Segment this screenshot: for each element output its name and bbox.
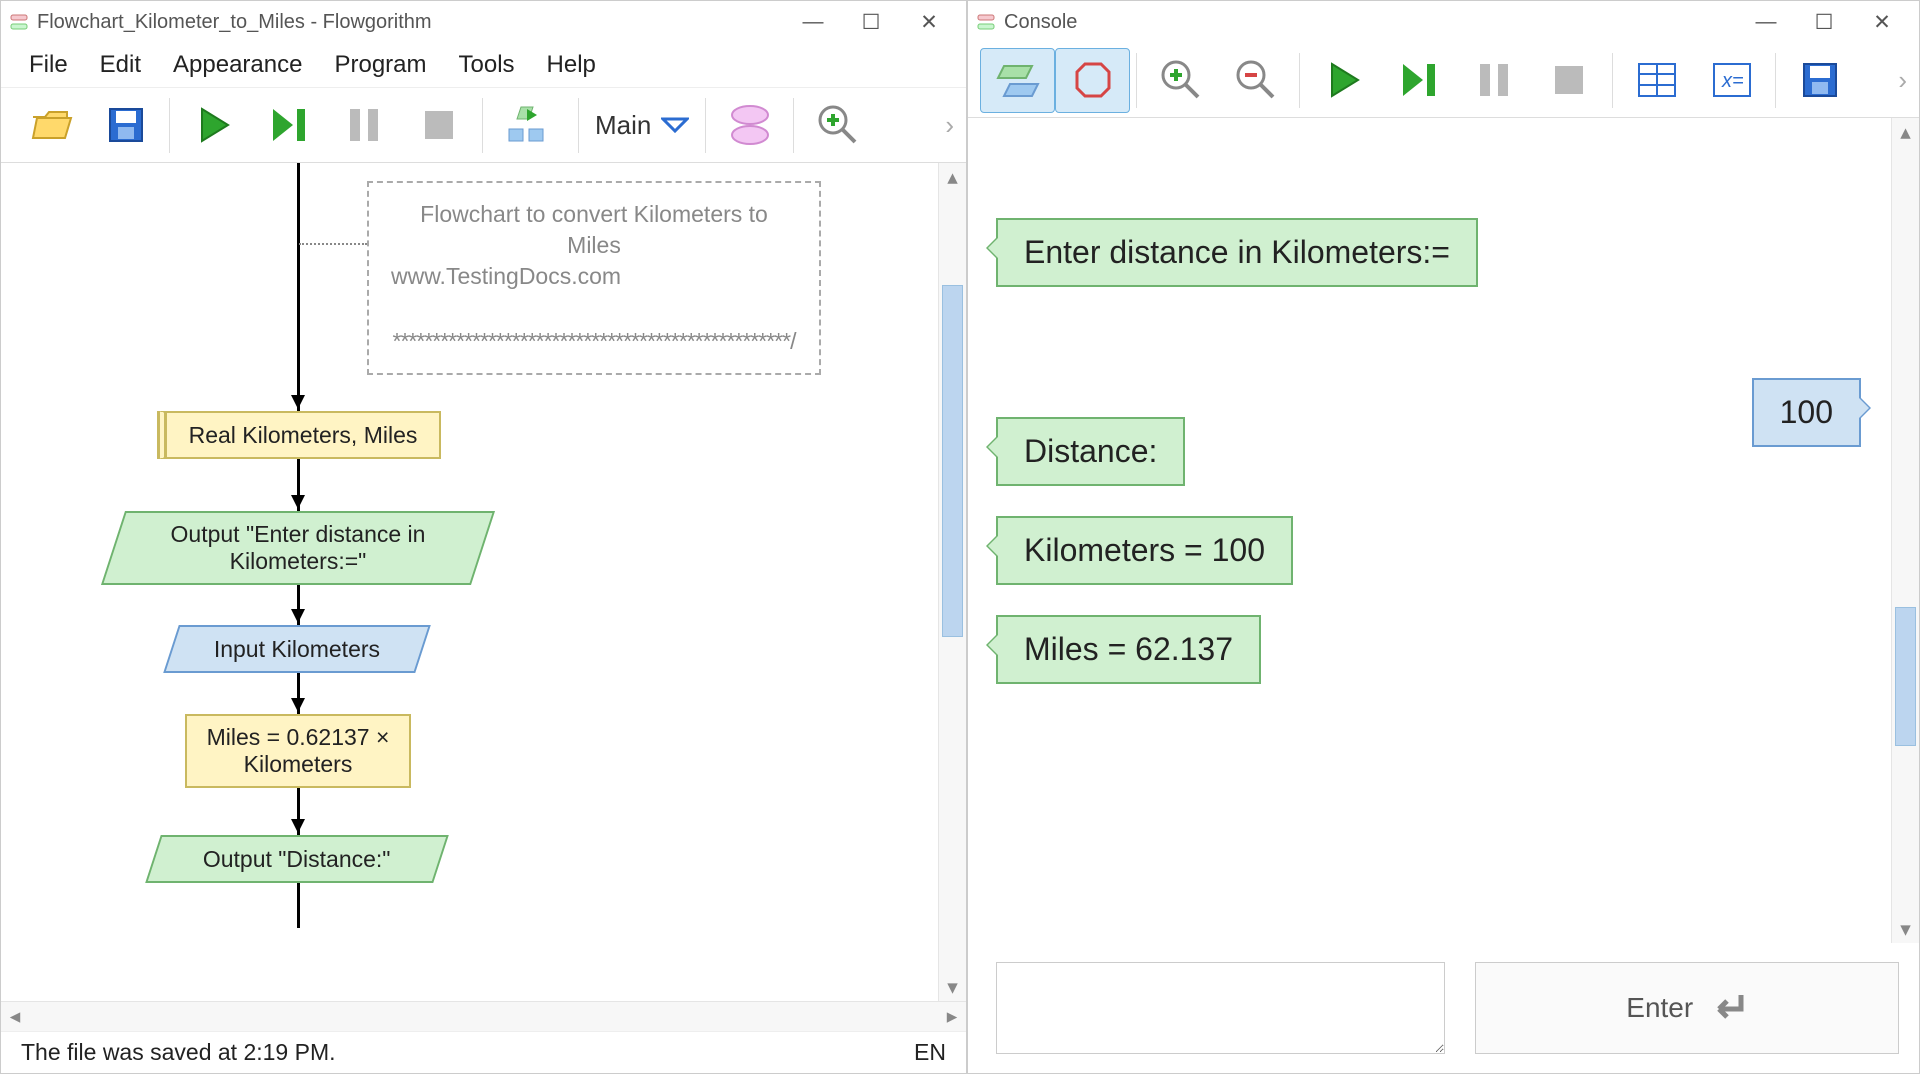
step-button[interactable]: [251, 93, 326, 158]
pause-button[interactable]: [326, 93, 401, 158]
watch-button[interactable]: x=: [1694, 48, 1769, 113]
save-output-button[interactable]: [1782, 48, 1857, 113]
stop-octagon-button[interactable]: [1055, 48, 1130, 113]
comment-line-2: www.TestingDocs.com: [391, 261, 797, 292]
open-button[interactable]: [13, 93, 88, 158]
flowgorithm-window: Flowchart_Kilometer_to_Miles - Flowgorit…: [0, 0, 967, 1074]
enter-button[interactable]: Enter: [1475, 962, 1900, 1054]
zoom-in-button[interactable]: [800, 93, 875, 158]
stop-button[interactable]: [1531, 48, 1606, 113]
menu-program[interactable]: Program: [318, 43, 442, 87]
stop-button[interactable]: [401, 93, 476, 158]
scroll-thumb[interactable]: [1895, 607, 1916, 745]
enter-icon: [1707, 991, 1747, 1025]
step-button[interactable]: [1381, 48, 1456, 113]
menu-tools[interactable]: Tools: [443, 43, 531, 87]
comment-line-3: ****************************************…: [391, 326, 797, 357]
window-title-right: Console: [1004, 11, 1737, 34]
svg-text:x=: x=: [1721, 70, 1744, 92]
flowchart-canvas-area: Flowchart to convert Kilometers to Miles…: [1, 163, 966, 1001]
arrowhead-icon: [291, 395, 305, 409]
console-input[interactable]: [996, 962, 1445, 1054]
console-output[interactable]: Enter distance in Kilometers:= 100 Dista…: [968, 118, 1891, 943]
console-window: Console — ☐ ✕ x= › Enter distance in Kil…: [967, 0, 1920, 1074]
scroll-right-icon[interactable]: ▸: [938, 1004, 966, 1029]
function-name: Main: [595, 110, 651, 141]
app-icon: [976, 12, 996, 32]
variables-button[interactable]: [1619, 48, 1694, 113]
console-body: Enter distance in Kilometers:= 100 Dista…: [968, 118, 1919, 943]
app-icon: [9, 12, 29, 32]
console-out-1: Enter distance in Kilometers:=: [996, 218, 1478, 287]
layout-button[interactable]: [489, 93, 564, 158]
status-text: The file was saved at 2:19 PM.: [21, 1039, 336, 1066]
titlebar-right: Console — ☐ ✕: [968, 1, 1919, 43]
menubar: File Edit Appearance Program Tools Help: [1, 43, 966, 88]
scroll-up-icon[interactable]: ▴: [947, 163, 958, 191]
arrowhead-icon: [291, 698, 305, 712]
chevron-down-icon: [661, 117, 689, 133]
toolbar-right: x= ›: [968, 43, 1919, 118]
arrowhead-icon: [291, 495, 305, 509]
menu-appearance[interactable]: Appearance: [157, 43, 318, 87]
scroll-down-icon[interactable]: ▾: [1900, 915, 1911, 943]
horizontal-scrollbar-left[interactable]: ◂ ▸: [1, 1001, 966, 1031]
statusbar: The file was saved at 2:19 PM. EN: [1, 1031, 966, 1073]
arrowhead-icon: [291, 609, 305, 623]
menu-help[interactable]: Help: [531, 43, 612, 87]
console-input-row: Enter: [968, 943, 1919, 1073]
save-button[interactable]: [88, 93, 163, 158]
titlebar-left: Flowchart_Kilometer_to_Miles - Flowgorit…: [1, 1, 966, 43]
output-node-2[interactable]: Output "Distance:": [145, 835, 449, 883]
close-button[interactable]: ✕: [900, 1, 958, 43]
scroll-up-icon[interactable]: ▴: [1900, 118, 1911, 146]
minimize-button[interactable]: —: [1737, 1, 1795, 43]
status-lang: EN: [914, 1039, 946, 1066]
comment-connector: [299, 243, 367, 245]
assign-node[interactable]: Miles = 0.62137 × Kilometers: [185, 714, 411, 788]
menu-file[interactable]: File: [13, 43, 84, 87]
console-out-2: Distance:: [996, 417, 1185, 486]
input-node[interactable]: Input Kilometers: [163, 625, 431, 673]
menu-edit[interactable]: Edit: [84, 43, 157, 87]
console-out-4: Miles = 62.137: [996, 615, 1261, 684]
arrowhead-icon: [291, 819, 305, 833]
minimize-button[interactable]: —: [784, 1, 842, 43]
console-in-1: 100: [1752, 378, 1861, 447]
vertical-scrollbar-right[interactable]: ▴ ▾: [1891, 118, 1919, 943]
toolbar-overflow-icon[interactable]: ›: [1898, 65, 1907, 96]
enter-label: Enter: [1626, 992, 1693, 1024]
zoom-in-button[interactable]: [1143, 48, 1218, 113]
toolbar-overflow-icon[interactable]: ›: [945, 110, 954, 141]
io-view-button[interactable]: [980, 48, 1055, 113]
scroll-left-icon[interactable]: ◂: [1, 1004, 29, 1029]
comment-node[interactable]: Flowchart to convert Kilometers to Miles…: [367, 181, 821, 375]
output-node-1[interactable]: Output "Enter distance in Kilometers:=": [101, 511, 495, 585]
run-button[interactable]: [1306, 48, 1381, 113]
window-title-left: Flowchart_Kilometer_to_Miles - Flowgorit…: [37, 11, 784, 34]
zoom-out-button[interactable]: [1218, 48, 1293, 113]
console-out-3: Kilometers = 100: [996, 516, 1293, 585]
scroll-down-icon[interactable]: ▾: [947, 973, 958, 1001]
function-selector[interactable]: Main: [585, 110, 699, 141]
scroll-thumb[interactable]: [942, 285, 963, 637]
flowchart-canvas[interactable]: Flowchart to convert Kilometers to Miles…: [1, 163, 938, 1001]
maximize-button[interactable]: ☐: [842, 1, 900, 43]
comment-line-1: Flowchart to convert Kilometers to Miles: [391, 199, 797, 261]
close-button[interactable]: ✕: [1853, 1, 1911, 43]
maximize-button[interactable]: ☐: [1795, 1, 1853, 43]
theme-button[interactable]: [712, 93, 787, 158]
run-button[interactable]: [176, 93, 251, 158]
toolbar-left: Main ›: [1, 88, 966, 163]
declare-node[interactable]: Real Kilometers, Miles: [157, 411, 441, 459]
pause-button[interactable]: [1456, 48, 1531, 113]
vertical-scrollbar-left[interactable]: ▴ ▾: [938, 163, 966, 1001]
